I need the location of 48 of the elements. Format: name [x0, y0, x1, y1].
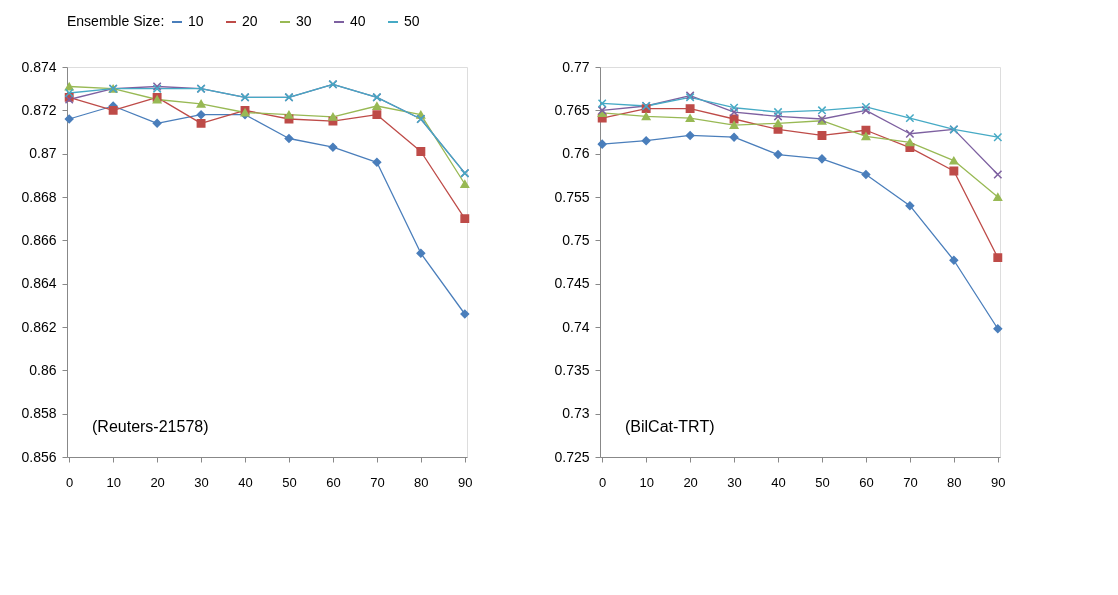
x-tick-label: 10	[106, 474, 121, 490]
legend-label: 40	[350, 13, 366, 29]
y-tick-label: 0.86	[29, 361, 57, 378]
x-tick-label: 30	[194, 474, 209, 490]
y-tick-label: 0.77	[562, 58, 590, 75]
x-tick-label: 40	[771, 474, 786, 490]
x-tick-label: 50	[282, 474, 297, 490]
x-tick-label: 20	[150, 474, 165, 490]
y-tick-label: 0.725	[554, 448, 590, 465]
legend-label: 20	[242, 13, 258, 29]
x-tick-label: 70	[903, 474, 918, 490]
x-tick-label: 60	[326, 474, 341, 490]
y-tick-label: 0.75	[562, 231, 590, 248]
legend-label: 30	[296, 13, 312, 29]
y-tick-label: 0.858	[21, 405, 57, 422]
y-tick-label: 0.765	[554, 101, 590, 118]
x-tick-label: 10	[639, 474, 654, 490]
y-tick-label: 0.856	[21, 448, 57, 465]
annotation: (BilCat-TRT)	[625, 418, 715, 435]
x-tick-label: 60	[859, 474, 874, 490]
x-tick-label: 30	[727, 474, 742, 490]
y-tick-label: 0.73	[562, 405, 590, 422]
x-tick-label: 90	[458, 474, 473, 490]
y-tick-label: 0.74	[562, 318, 590, 335]
x-tick-label: 90	[991, 474, 1006, 490]
y-tick-label: 0.87	[29, 145, 57, 162]
legend-title: Ensemble Size:	[67, 13, 165, 29]
x-tick-label: 50	[815, 474, 830, 490]
x-tick-label: 0	[66, 474, 74, 490]
x-tick-label: 70	[370, 474, 385, 490]
y-tick-label: 0.735	[554, 361, 590, 378]
y-tick-label: 0.862	[21, 318, 57, 335]
x-tick-label: 80	[947, 474, 962, 490]
y-tick-label: 0.872	[21, 101, 57, 118]
x-tick-label: 20	[683, 474, 698, 490]
y-tick-label: 0.76	[562, 145, 590, 162]
x-tick-label: 0	[599, 474, 607, 490]
x-tick-label: 40	[238, 474, 253, 490]
annotation: (Reuters-21578)	[92, 418, 209, 435]
legend-label: 10	[188, 13, 204, 29]
y-tick-label: 0.755	[554, 188, 590, 205]
y-tick-label: 0.866	[21, 231, 57, 248]
y-tick-label: 0.868	[21, 188, 57, 205]
x-tick-label: 80	[414, 474, 429, 490]
legend-label: 50	[404, 13, 420, 29]
y-tick-label: 0.745	[554, 275, 590, 292]
y-tick-label: 0.874	[21, 58, 57, 75]
y-tick-label: 0.864	[21, 275, 57, 292]
